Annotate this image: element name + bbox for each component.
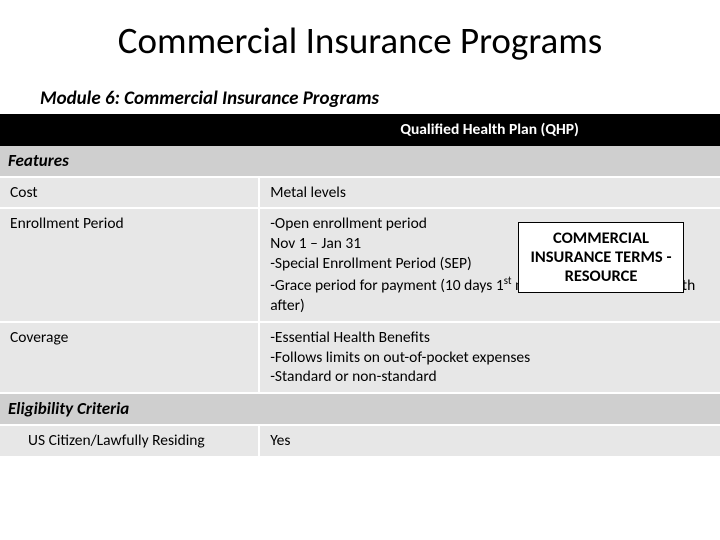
header-qhp: Qualified Health Plan (QHP) <box>259 114 720 146</box>
row-cost: Cost Metal levels <box>0 177 720 209</box>
header-empty <box>0 114 259 146</box>
row-us-citizen: US Citizen/Lawfully Residing Yes <box>0 425 720 457</box>
cost-label: Cost <box>0 177 259 209</box>
section-eligibility: Eligibility Criteria <box>0 393 720 425</box>
callout-text: COMMERCIAL INSURANCE TERMS - RESOURCE <box>530 228 671 286</box>
resource-callout: COMMERCIAL INSURANCE TERMS - RESOURCE <box>518 222 684 293</box>
slide: Commercial Insurance Programs Module 6: … <box>0 0 720 540</box>
coverage-line2: -Follows limits on out-of-pocket expense… <box>270 348 530 367</box>
enroll-line1: -Open enrollment period <box>270 214 427 233</box>
coverage-line3: -Standard or non-standard <box>270 367 437 386</box>
us-label: US Citizen/Lawfully Residing <box>0 425 259 457</box>
section-eligibility-label: Eligibility Criteria <box>0 393 720 425</box>
row-coverage: Coverage -Essential Health Benefits -Fol… <box>0 322 720 393</box>
us-value: Yes <box>259 425 720 457</box>
page-title: Commercial Insurance Programs <box>40 18 680 63</box>
section-features: Features <box>0 146 720 177</box>
enroll-line4-pre: -Grace period for payment (10 days 1 <box>270 276 504 295</box>
enrollment-label: Enrollment Period <box>0 208 259 321</box>
coverage-line1: -Essential Health Benefits <box>270 328 430 347</box>
enroll-line2: Nov 1 – Jan 31 <box>270 234 361 253</box>
enroll-line3: -Special Enrollment Period (SEP) <box>270 254 472 273</box>
coverage-label: Coverage <box>0 322 259 393</box>
table-header-row: Qualified Health Plan (QHP) <box>0 114 720 146</box>
module-subtitle: Module 6: Commercial Insurance Programs <box>40 87 720 110</box>
cost-value: Metal levels <box>259 177 720 209</box>
coverage-value: -Essential Health Benefits -Follows limi… <box>259 322 720 393</box>
section-features-label: Features <box>0 146 720 177</box>
